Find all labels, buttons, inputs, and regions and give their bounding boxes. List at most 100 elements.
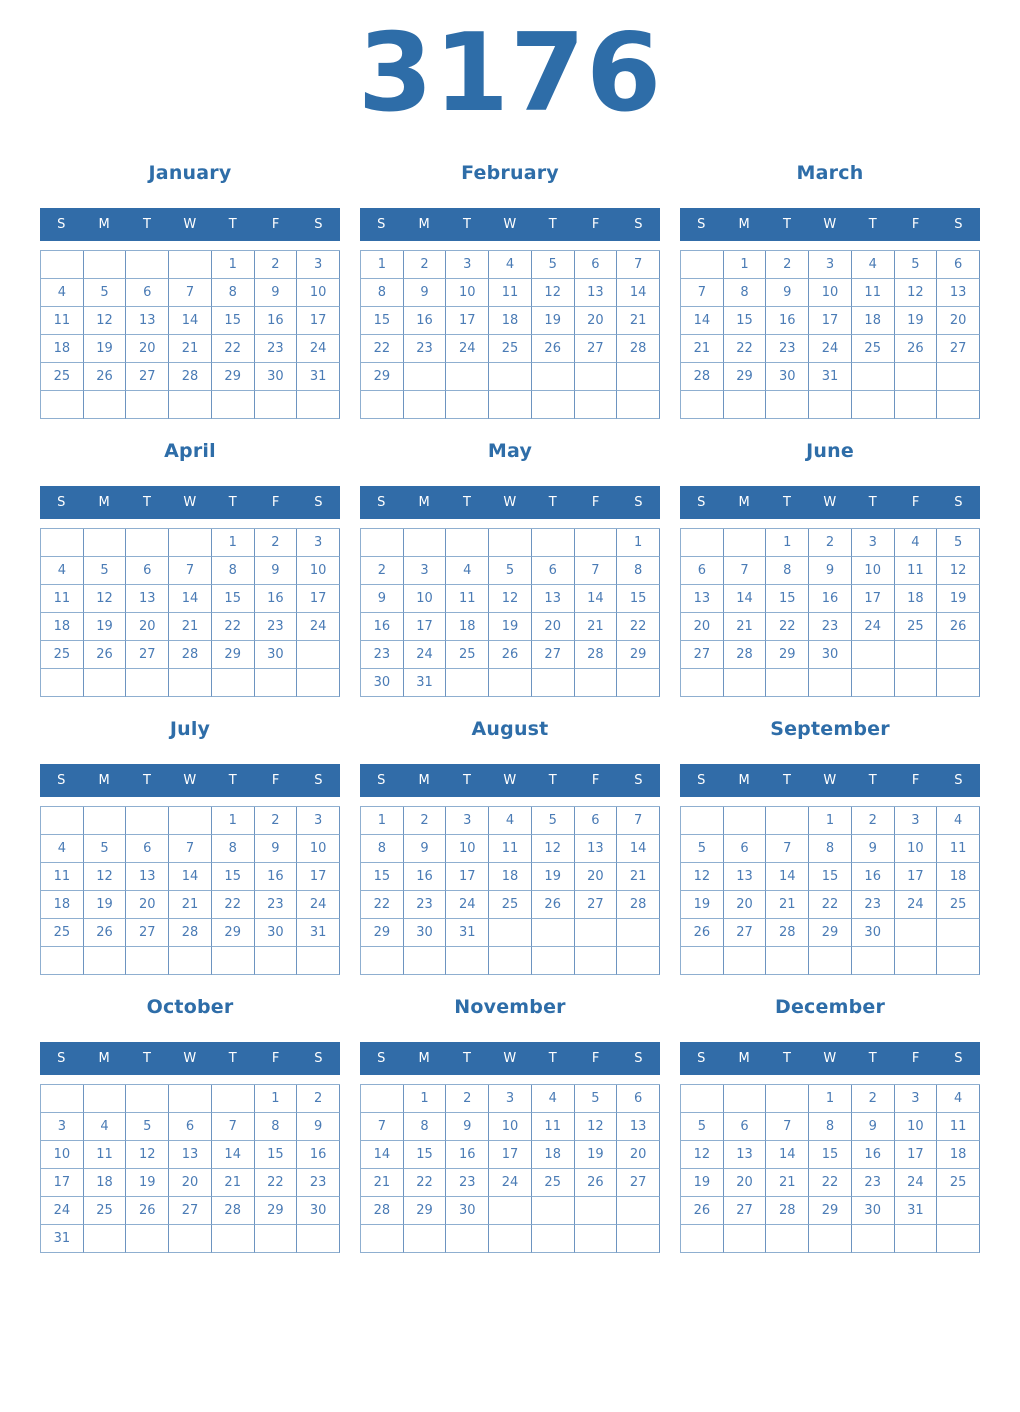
day-cell[interactable]: 5 [83, 279, 127, 307]
day-cell[interactable]: 22 [617, 613, 660, 641]
day-cell[interactable]: 7 [211, 1113, 255, 1141]
day-cell[interactable]: 8 [254, 1113, 298, 1141]
day-cell[interactable]: 1 [617, 529, 660, 557]
day-cell[interactable]: 4 [489, 807, 532, 835]
day-cell[interactable]: 24 [297, 891, 340, 919]
day-cell[interactable]: 12 [83, 307, 127, 335]
day-cell[interactable]: 15 [211, 307, 255, 335]
day-cell[interactable]: 16 [361, 613, 404, 641]
day-cell[interactable]: 31 [297, 919, 340, 947]
day-cell[interactable]: 24 [809, 335, 852, 363]
day-cell[interactable]: 29 [211, 363, 255, 391]
day-cell[interactable]: 18 [489, 863, 532, 891]
day-cell[interactable]: 3 [297, 529, 340, 557]
day-cell[interactable]: 15 [403, 1141, 447, 1169]
day-cell[interactable]: 17 [297, 307, 340, 335]
day-cell[interactable]: 21 [169, 335, 212, 363]
day-cell[interactable]: 24 [446, 891, 490, 919]
day-cell[interactable]: 14 [574, 585, 618, 613]
day-cell[interactable]: 20 [723, 1169, 767, 1197]
day-cell[interactable]: 11 [894, 557, 938, 585]
day-cell[interactable]: 20 [574, 307, 618, 335]
day-cell[interactable]: 4 [937, 1085, 980, 1113]
day-cell[interactable]: 29 [361, 919, 404, 947]
day-cell[interactable]: 21 [211, 1169, 255, 1197]
day-cell[interactable]: 19 [937, 585, 980, 613]
day-cell[interactable]: 9 [851, 835, 895, 863]
day-cell[interactable]: 6 [617, 1085, 660, 1113]
day-cell[interactable]: 19 [489, 613, 532, 641]
day-cell[interactable]: 5 [531, 251, 575, 279]
day-cell[interactable]: 22 [361, 891, 404, 919]
day-cell[interactable]: 2 [254, 529, 298, 557]
day-cell[interactable]: 24 [894, 891, 938, 919]
day-cell[interactable]: 31 [41, 1225, 84, 1253]
day-cell[interactable]: 4 [851, 251, 895, 279]
day-cell[interactable]: 24 [297, 613, 340, 641]
day-cell[interactable]: 10 [894, 1113, 938, 1141]
day-cell[interactable]: 12 [681, 863, 724, 891]
day-cell[interactable]: 2 [446, 1085, 490, 1113]
day-cell[interactable]: 25 [446, 641, 490, 669]
day-cell[interactable]: 6 [126, 279, 170, 307]
day-cell[interactable]: 22 [211, 335, 255, 363]
day-cell[interactable]: 6 [574, 251, 618, 279]
day-cell[interactable]: 11 [41, 863, 84, 891]
day-cell[interactable]: 15 [766, 585, 810, 613]
day-cell[interactable]: 9 [254, 279, 298, 307]
day-cell[interactable]: 15 [809, 863, 852, 891]
day-cell[interactable]: 30 [254, 641, 298, 669]
day-cell[interactable]: 19 [531, 307, 575, 335]
day-cell[interactable]: 4 [41, 835, 84, 863]
day-cell[interactable]: 29 [809, 1197, 852, 1225]
day-cell[interactable]: 31 [403, 669, 447, 697]
day-cell[interactable]: 9 [766, 279, 810, 307]
day-cell[interactable]: 15 [254, 1141, 298, 1169]
day-cell[interactable]: 22 [361, 335, 404, 363]
day-cell[interactable]: 27 [937, 335, 980, 363]
day-cell[interactable]: 17 [297, 585, 340, 613]
day-cell[interactable]: 16 [254, 307, 298, 335]
day-cell[interactable]: 9 [403, 279, 447, 307]
day-cell[interactable]: 31 [297, 363, 340, 391]
day-cell[interactable]: 30 [851, 1197, 895, 1225]
day-cell[interactable]: 8 [361, 279, 404, 307]
day-cell[interactable]: 23 [403, 891, 447, 919]
day-cell[interactable]: 26 [489, 641, 532, 669]
day-cell[interactable]: 21 [617, 863, 660, 891]
day-cell[interactable]: 5 [681, 1113, 724, 1141]
day-cell[interactable]: 18 [937, 1141, 980, 1169]
day-cell[interactable]: 19 [83, 613, 127, 641]
day-cell[interactable]: 31 [446, 919, 490, 947]
day-cell[interactable]: 29 [723, 363, 767, 391]
day-cell[interactable]: 7 [617, 251, 660, 279]
day-cell[interactable]: 16 [254, 863, 298, 891]
day-cell[interactable]: 1 [361, 251, 404, 279]
day-cell[interactable]: 13 [531, 585, 575, 613]
day-cell[interactable]: 5 [681, 835, 724, 863]
day-cell[interactable]: 31 [809, 363, 852, 391]
day-cell[interactable]: 7 [681, 279, 724, 307]
day-cell[interactable]: 3 [894, 1085, 938, 1113]
day-cell[interactable]: 1 [254, 1085, 298, 1113]
day-cell[interactable]: 11 [489, 835, 532, 863]
day-cell[interactable]: 30 [254, 919, 298, 947]
day-cell[interactable]: 14 [617, 835, 660, 863]
day-cell[interactable]: 22 [211, 613, 255, 641]
day-cell[interactable]: 4 [83, 1113, 127, 1141]
day-cell[interactable]: 7 [766, 1113, 810, 1141]
day-cell[interactable]: 12 [489, 585, 532, 613]
day-cell[interactable]: 10 [809, 279, 852, 307]
day-cell[interactable]: 13 [169, 1141, 212, 1169]
day-cell[interactable]: 14 [361, 1141, 404, 1169]
day-cell[interactable]: 27 [723, 1197, 767, 1225]
day-cell[interactable]: 4 [894, 529, 938, 557]
day-cell[interactable]: 19 [894, 307, 938, 335]
day-cell[interactable]: 16 [254, 585, 298, 613]
day-cell[interactable]: 27 [126, 363, 170, 391]
day-cell[interactable]: 7 [617, 807, 660, 835]
day-cell[interactable]: 5 [574, 1085, 618, 1113]
day-cell[interactable]: 19 [531, 863, 575, 891]
day-cell[interactable]: 30 [851, 919, 895, 947]
day-cell[interactable]: 15 [211, 863, 255, 891]
